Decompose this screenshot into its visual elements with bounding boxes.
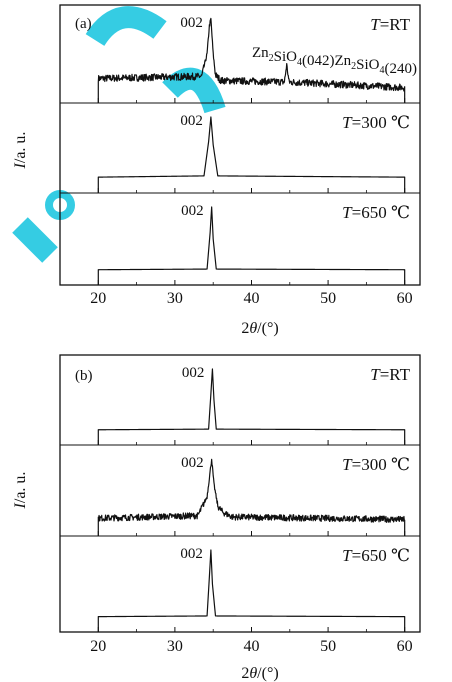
- x-tick-label: 40: [243, 638, 259, 655]
- x-tick-label: 60: [397, 638, 413, 655]
- temperature-label: T=650 ℃: [342, 203, 410, 222]
- temperature-label: T=RT: [370, 15, 410, 34]
- xrd-series-line: [97, 549, 406, 633]
- temperature-label: T=RT: [370, 365, 410, 384]
- xrd-series-line: [97, 206, 406, 286]
- x-tick-label: 30: [167, 290, 183, 307]
- x-tick-label: 60: [397, 290, 413, 307]
- subplot-1: 002 T=RT Zn2SiO4(042)Zn2SiO4(240): [97, 15, 417, 104]
- x-tick-label: 20: [90, 638, 106, 655]
- panel-label: (b): [75, 368, 93, 384]
- x-tick-label: 50: [320, 290, 336, 307]
- peak-label-002: 002: [181, 455, 204, 471]
- peak-label-002: 002: [180, 15, 203, 31]
- peak-label-002: 002: [180, 546, 203, 562]
- temperature-label: T=650 ℃: [342, 546, 410, 565]
- subplot-3: 002 T=650 ℃: [97, 546, 410, 633]
- y-axis-label: I/a. u.: [12, 132, 29, 170]
- subplot-3: 002 T=650 ℃: [97, 203, 410, 286]
- panel-b: (b) 002 T=RT 002 T=300 ℃ 002 T=650 ℃ 20 30 40 50 60…: [12, 354, 421, 682]
- subplot-2: 002 T=300 ℃: [97, 455, 410, 537]
- temperature-label: T=300 ℃: [342, 455, 410, 474]
- x-tick-label: 20: [90, 290, 106, 307]
- x-axis-label: 2θ/(°): [241, 665, 278, 682]
- panel-a: (a) 002 T=RT Zn2SiO4(042)Zn2SiO4(240) 002 T=3…: [12, 4, 421, 337]
- xrd-series-line: [97, 17, 406, 104]
- x-axis-label: 2θ/(°): [241, 320, 278, 337]
- peak-label-002: 002: [182, 365, 205, 381]
- xrd-series-line: [97, 116, 406, 194]
- zn2sio4-phase-labels: Zn2SiO4(042)Zn2SiO4(240): [252, 45, 417, 77]
- xrd-series-line: [97, 458, 406, 537]
- xrd-series-line: [97, 368, 406, 446]
- plot-frame: [59, 4, 421, 286]
- y-axis-label: I/a. u.: [12, 472, 29, 510]
- subplot-1: 002 T=RT: [97, 365, 411, 446]
- plot-frame: [59, 354, 421, 633]
- subplot-2: 002 T=300 ℃: [97, 113, 410, 194]
- temperature-label: T=300 ℃: [342, 113, 410, 132]
- peak-label-002: 002: [181, 203, 204, 219]
- watermark: [12, 6, 226, 263]
- x-tick-label: 30: [167, 638, 183, 655]
- peak-label-002: 002: [180, 113, 203, 129]
- x-tick-label: 50: [320, 638, 336, 655]
- x-tick-label: 40: [243, 290, 259, 307]
- panel-label: (a): [75, 16, 92, 32]
